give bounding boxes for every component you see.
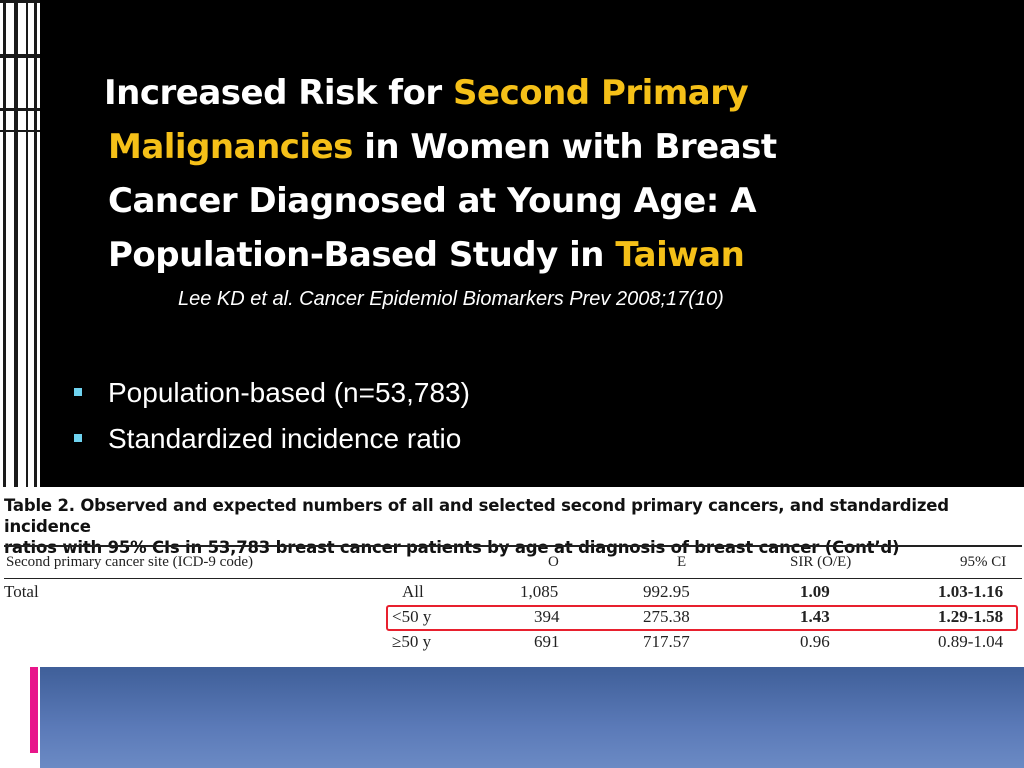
deco-line [26,0,28,487]
caption-line: ratios with 95% CIs in 53,783 breast can… [4,538,900,557]
accent-bar [30,667,38,753]
title-highlight-malignancies: Malignancies [108,127,353,167]
cell-ci: 1.03-1.16 [938,582,1004,601]
footer-bar [40,667,1024,768]
table-image: Table 2. Observed and expected numbers o… [0,487,1024,667]
cell-e: 992.95 [643,582,690,601]
highlight-box-under-50 [386,605,1018,631]
bullet-item: Population-based (n=53,783) [72,370,470,416]
title-highlight-taiwan: Taiwan [615,235,745,275]
header-site: Second primary cancer site (ICD-9 code) [6,554,253,570]
cell-o: 691 [534,632,560,651]
title-part2: in Women with Breast [364,127,777,167]
cell-e: 275.38 [643,607,690,626]
header-e: E [677,554,687,570]
deco-line [0,108,40,111]
slide-title: Increased Risk for Second Primary Malign… [104,66,908,282]
row-label-total: Total [4,582,39,601]
table-top-rule [4,545,1022,547]
caption-line: Table 2. Observed and expected numbers o… [4,496,949,536]
cell-group: All [402,582,424,601]
deco-line [14,0,18,487]
title-line3: Cancer Diagnosed at Young Age: A [108,181,757,221]
deco-line [0,54,40,58]
left-decoration [0,0,40,487]
deco-line [3,0,6,487]
header-ci: 95% CI [960,554,1007,570]
cell-o: 1,085 [520,582,559,601]
deco-line [0,130,40,132]
bullet-item: Standardized incidence ratio [72,416,470,462]
cell-sir: 1.43 [800,607,830,626]
square-bullet-icon [74,434,82,442]
cell-ci: 1.29-1.58 [938,607,1004,626]
cell-o: 394 [534,607,560,626]
title-highlight-second-primary: Second Primary [453,73,749,113]
title-line4: Population-Based Study in [108,235,604,275]
bullet-text: Population-based (n=53,783) [108,377,470,408]
deco-line [0,0,40,3]
slide-background [40,0,1024,487]
title-part1: Increased Risk for [104,73,442,113]
cell-group: <50 y [392,607,432,626]
cell-sir: 1.09 [800,582,830,601]
header-sir: SIR (O/E) [790,554,852,570]
bullet-list: Population-based (n=53,783) Standardized… [72,370,470,462]
square-bullet-icon [74,388,82,396]
cell-sir: 0.96 [800,632,830,651]
header-o: O [548,554,559,570]
citation: Lee KD et al. Cancer Epidemiol Biomarker… [178,288,724,310]
table-caption: Table 2. Observed and expected numbers o… [4,495,1022,558]
bullet-text: Standardized incidence ratio [108,423,462,454]
deco-line [34,0,37,487]
cell-ci: 0.89-1.04 [938,632,1004,651]
header-rule [4,578,1022,579]
cell-group: ≥50 y [392,632,432,651]
cell-e: 717.57 [643,632,690,651]
